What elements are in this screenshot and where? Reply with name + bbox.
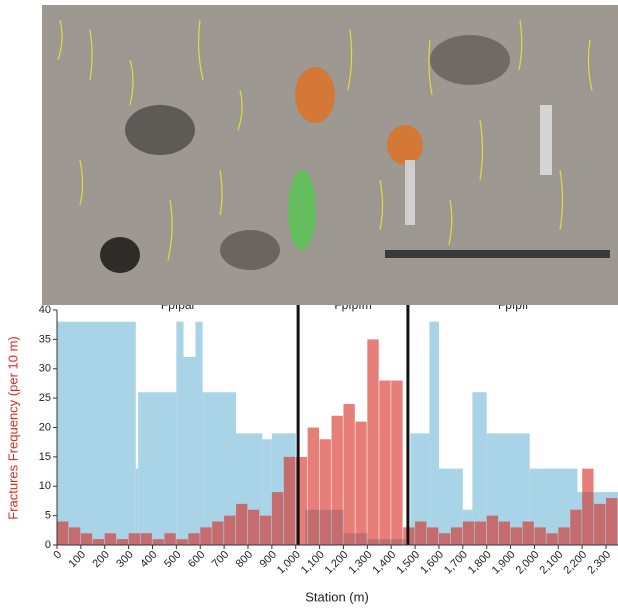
bar bbox=[475, 522, 486, 546]
bar bbox=[260, 516, 271, 545]
bar bbox=[200, 527, 211, 545]
rock bbox=[125, 105, 195, 155]
bar bbox=[224, 516, 235, 545]
bar bbox=[534, 527, 545, 545]
x-tick-label: 1,500 bbox=[394, 549, 422, 577]
y-tick-label: 35 bbox=[39, 333, 51, 345]
bar bbox=[117, 539, 128, 545]
bar bbox=[93, 539, 104, 545]
x-tick-label: 1,400 bbox=[370, 549, 398, 577]
bar bbox=[69, 527, 80, 545]
bar bbox=[523, 522, 534, 546]
x-tick-label: 0 bbox=[51, 549, 64, 562]
y-tick-label: 5 bbox=[45, 510, 51, 522]
x-tick-label: 700 bbox=[210, 549, 231, 570]
bar bbox=[332, 416, 343, 545]
bar bbox=[57, 522, 68, 546]
y-tick-label: 10 bbox=[39, 480, 51, 492]
chart: Fractures Frequency (per 10 m) Station (… bbox=[0, 0, 618, 608]
bar bbox=[308, 428, 319, 546]
bar bbox=[367, 339, 378, 545]
x-tick-label: 2,000 bbox=[514, 549, 542, 577]
y-tick-label: 15 bbox=[39, 451, 51, 463]
orange-marking bbox=[387, 125, 423, 165]
rock bbox=[100, 237, 140, 273]
y-tick-label: 40 bbox=[39, 304, 51, 316]
x-tick-label: 300 bbox=[114, 549, 135, 570]
x-tick-label: 400 bbox=[138, 549, 159, 570]
site-photo bbox=[42, 5, 618, 305]
rock bbox=[430, 35, 510, 85]
bar bbox=[141, 533, 152, 545]
rock bbox=[220, 230, 280, 270]
x-tick-label: 1,600 bbox=[418, 549, 446, 577]
y-tick-label: 20 bbox=[39, 421, 51, 433]
bar bbox=[570, 510, 581, 545]
x-axis-label: Station (m) bbox=[305, 589, 369, 604]
bar bbox=[105, 533, 116, 545]
background-bar bbox=[57, 322, 136, 545]
bar bbox=[451, 527, 462, 545]
bar bbox=[463, 522, 474, 546]
y-tick-label: 30 bbox=[39, 363, 51, 375]
bar bbox=[236, 504, 247, 545]
bar bbox=[487, 516, 498, 545]
x-tick-label: 1,700 bbox=[442, 549, 470, 577]
x-tick-label: 1,800 bbox=[466, 549, 494, 577]
y-tick-label: 25 bbox=[39, 392, 51, 404]
background-bar bbox=[195, 322, 202, 545]
bar bbox=[558, 527, 569, 545]
bar bbox=[284, 457, 295, 545]
x-tick-label: 1,200 bbox=[323, 549, 351, 577]
x-tick-label: 500 bbox=[162, 549, 183, 570]
bar bbox=[320, 439, 331, 545]
background-bar bbox=[429, 322, 439, 545]
y-axis-label: Fractures Frequency (per 10 m) bbox=[5, 336, 20, 520]
tool bbox=[405, 160, 415, 225]
x-tick-label: 2,100 bbox=[538, 549, 566, 577]
background-bar bbox=[138, 392, 176, 545]
bar bbox=[248, 510, 259, 545]
bar bbox=[594, 504, 605, 545]
x-tick-label: 1,000 bbox=[275, 549, 303, 577]
x-tick-label: 100 bbox=[67, 549, 88, 570]
y-tick-label: 0 bbox=[45, 539, 51, 551]
bar bbox=[546, 533, 557, 545]
bar bbox=[152, 539, 163, 545]
bar bbox=[188, 533, 199, 545]
green-marking bbox=[288, 170, 316, 250]
background-bar bbox=[184, 357, 196, 545]
x-tick-label: 600 bbox=[186, 549, 207, 570]
x-tick-label: 800 bbox=[234, 549, 255, 570]
x-tick-label: 2,200 bbox=[561, 549, 589, 577]
x-tick-label: 200 bbox=[90, 549, 111, 570]
orange-marking bbox=[295, 67, 335, 123]
bar bbox=[272, 492, 283, 545]
bar bbox=[427, 527, 438, 545]
x-tick-label: 2,300 bbox=[585, 549, 613, 577]
background-bar bbox=[176, 322, 183, 545]
bar bbox=[582, 469, 593, 545]
bar bbox=[499, 522, 510, 546]
bar bbox=[606, 498, 617, 545]
scale-bar bbox=[385, 250, 610, 258]
bar bbox=[415, 522, 426, 546]
bar bbox=[81, 533, 92, 545]
bar bbox=[176, 539, 187, 545]
x-tick-label: 1,300 bbox=[347, 549, 375, 577]
bar bbox=[379, 381, 390, 546]
x-tick-label: 1,100 bbox=[299, 549, 327, 577]
bar bbox=[129, 533, 140, 545]
bar bbox=[439, 533, 450, 545]
bar bbox=[355, 422, 366, 545]
bar bbox=[391, 381, 402, 546]
tool bbox=[540, 105, 552, 175]
x-tick-label: 1,900 bbox=[490, 549, 518, 577]
bar bbox=[212, 522, 223, 546]
bar bbox=[343, 404, 354, 545]
bar bbox=[164, 533, 175, 545]
bar bbox=[511, 527, 522, 545]
